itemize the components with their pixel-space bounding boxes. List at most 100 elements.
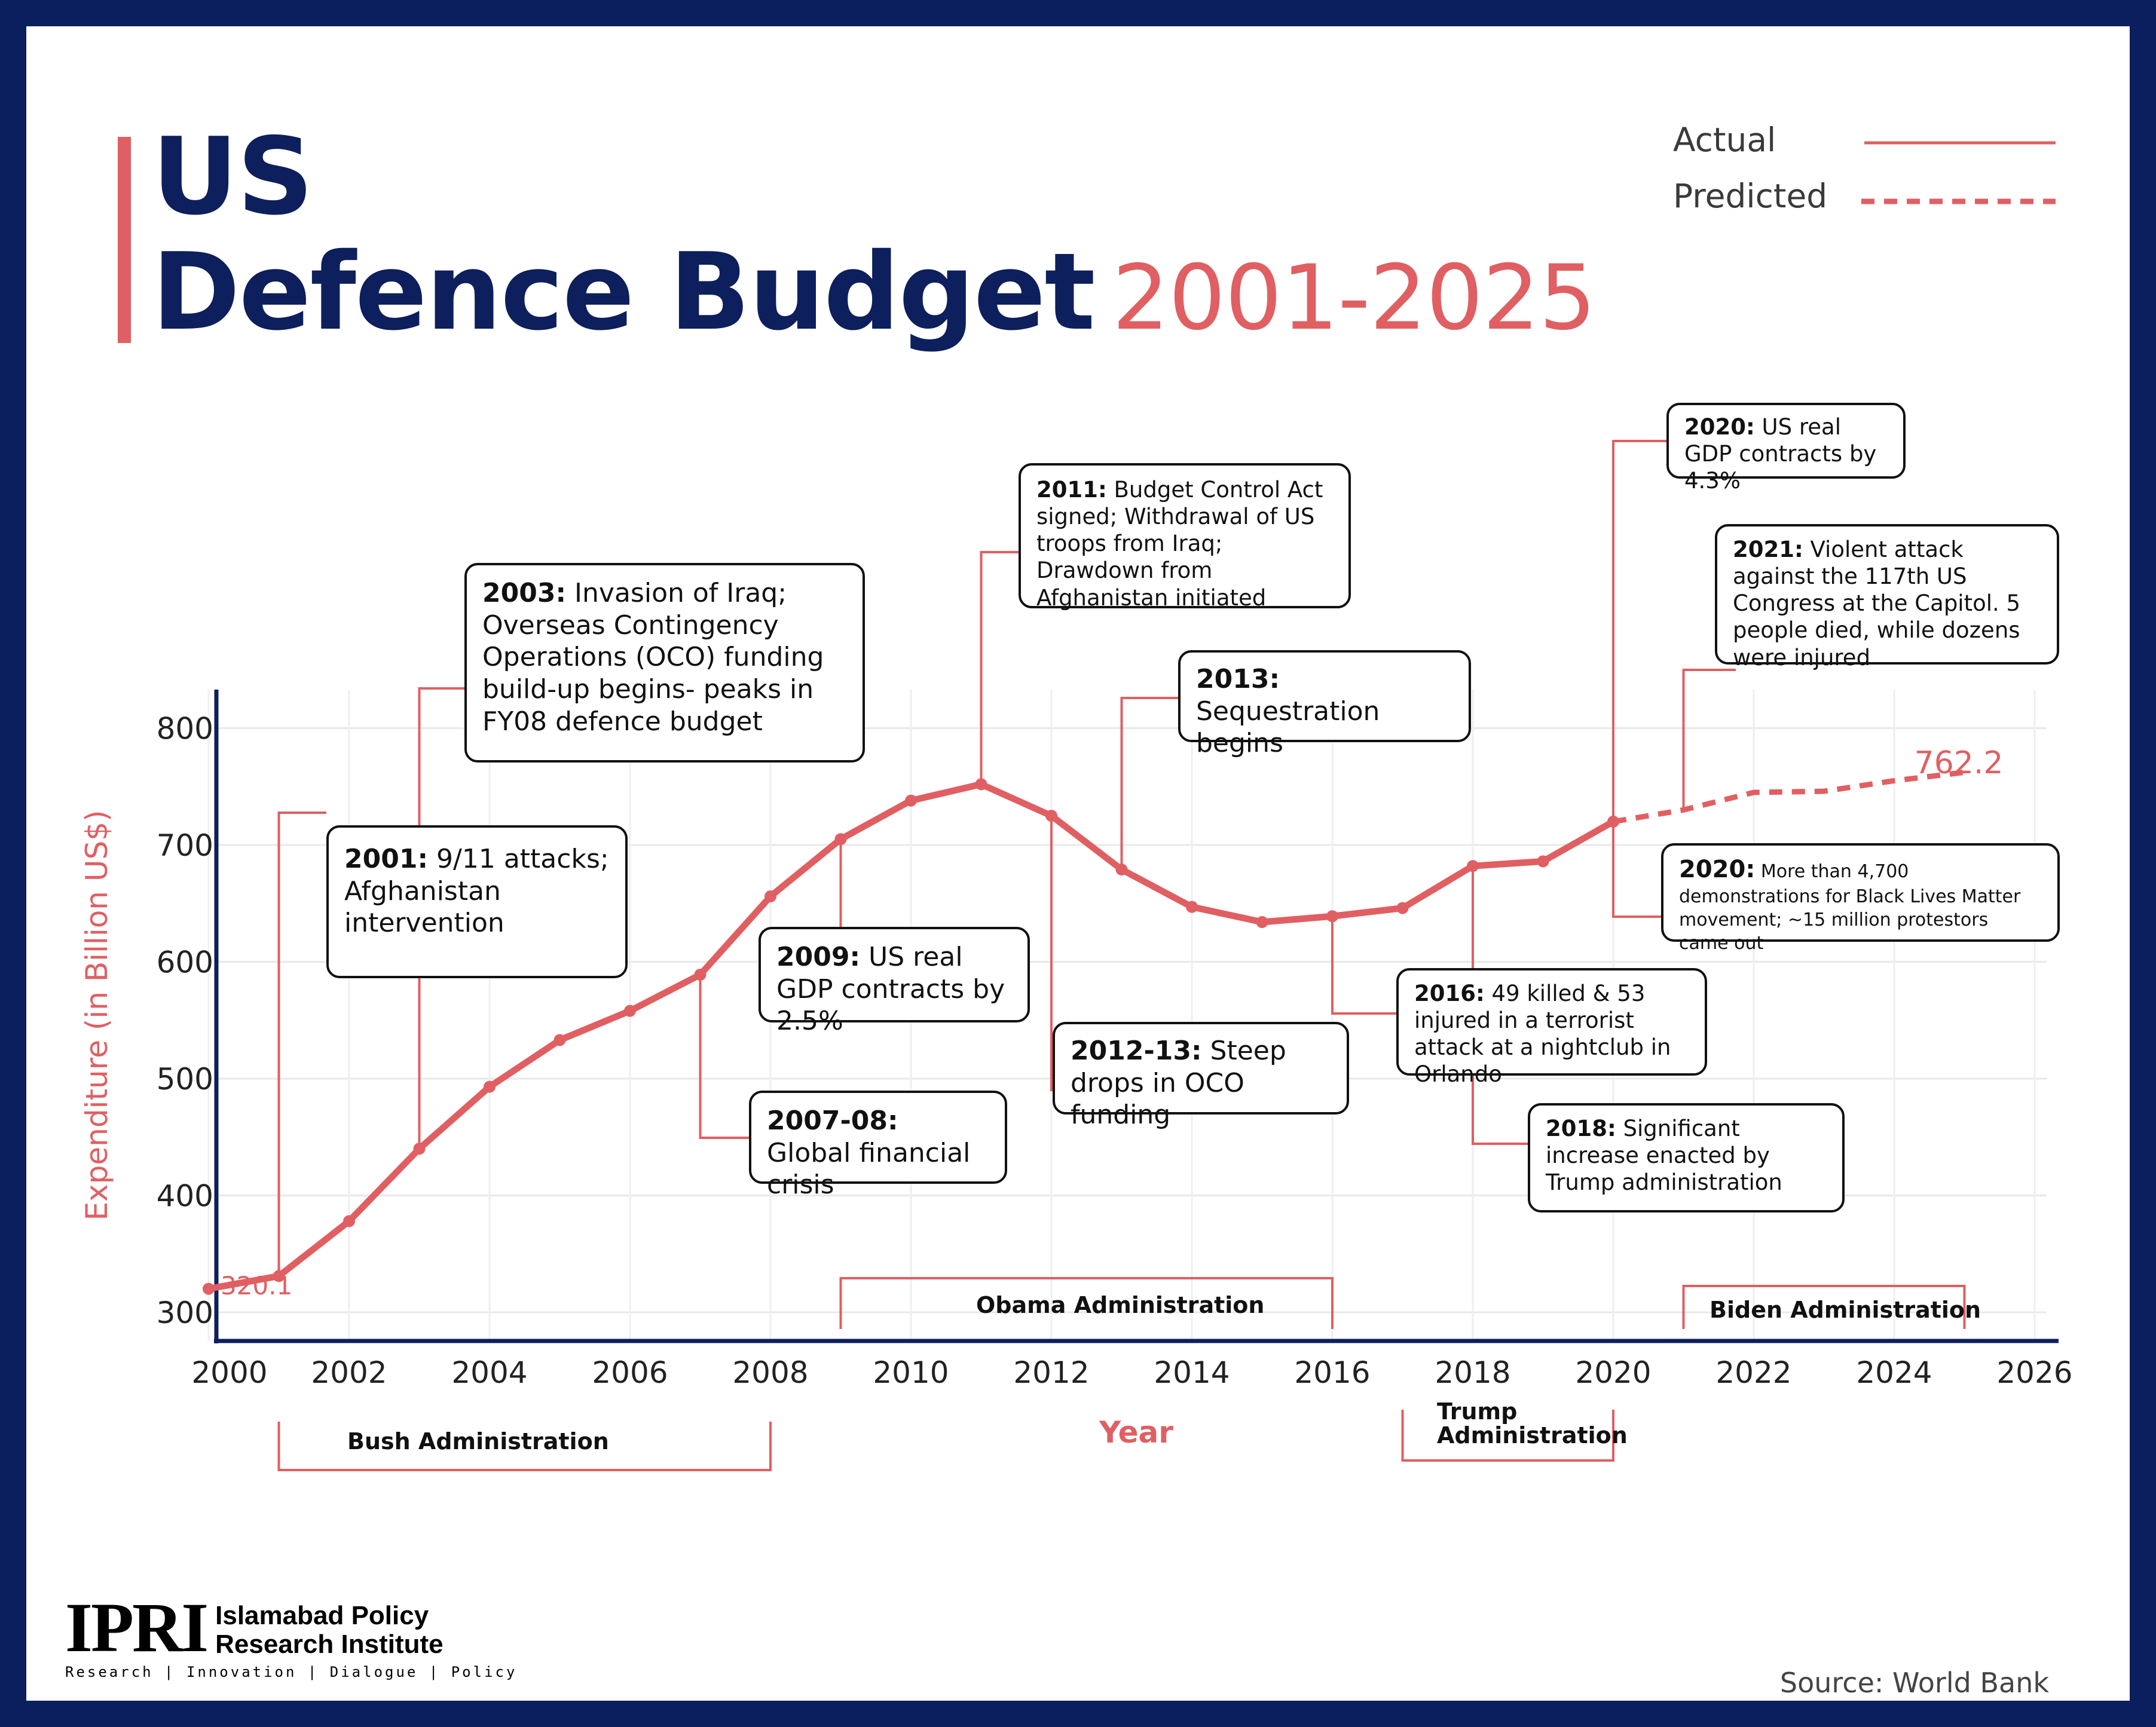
x-tick-label: 2014 bbox=[1154, 1355, 1230, 1390]
annotation-text: 49 killed & 53 injured in a terrorist at… bbox=[1414, 981, 1671, 1088]
y-tick-label: 600 bbox=[157, 945, 213, 980]
data-point bbox=[1537, 855, 1549, 868]
data-label: 320.1 bbox=[221, 1271, 292, 1300]
annotation-leader-line bbox=[277, 812, 326, 1276]
annotation-leader-line bbox=[980, 551, 1019, 785]
x-tick-label: 2002 bbox=[311, 1355, 387, 1390]
ipri-org-name: Islamabad Policy Research Institute bbox=[215, 1602, 443, 1659]
annotation-leader-line bbox=[418, 687, 464, 1149]
annotation-text: Steep drops in OCO funding bbox=[1071, 1036, 1286, 1131]
annotation-text: US real GDP contracts by 4.3% bbox=[1684, 414, 1877, 494]
annotation-year: 2012-13: bbox=[1071, 1036, 1202, 1066]
x-tick-label: 2018 bbox=[1435, 1355, 1510, 1390]
annotation-year: 2018: bbox=[1546, 1116, 1616, 1141]
data-point bbox=[975, 778, 987, 791]
title-accent-bar bbox=[118, 137, 131, 343]
annotation-2020-gdp: 2020: US real GDP contracts by 4.3% bbox=[1666, 403, 1906, 494]
y-tick-label: 500 bbox=[157, 1062, 213, 1097]
data-point bbox=[553, 1034, 566, 1046]
annotation-year: 2020: bbox=[1679, 856, 1756, 883]
x-tick-label: 2026 bbox=[1996, 1355, 2072, 1390]
data-point bbox=[203, 1282, 215, 1295]
administration-bracket bbox=[839, 1277, 1334, 1329]
administration-bracket bbox=[277, 1422, 772, 1471]
annotation-2011: 2011: Budget Control Act signed; Withdra… bbox=[1019, 463, 1351, 611]
y-tick-label: 400 bbox=[157, 1179, 213, 1214]
annotation-leader-line bbox=[1612, 440, 1666, 822]
y-tick-label: 800 bbox=[157, 712, 213, 746]
legend-swatches bbox=[1861, 141, 2056, 204]
annotation-2001: 2001: 9/11 attacks; Afghanistan interven… bbox=[326, 825, 628, 978]
x-tick-label: 2008 bbox=[732, 1355, 808, 1390]
annotation-text: Budget Control Act signed; Withdrawal of… bbox=[1036, 477, 1323, 611]
data-point bbox=[624, 1005, 636, 1017]
data-point bbox=[1326, 910, 1338, 923]
annotation-leader-line bbox=[1612, 821, 1661, 918]
annotation-year: 2003: bbox=[482, 578, 567, 608]
data-point bbox=[1186, 901, 1198, 913]
page-title-line1: US bbox=[152, 115, 314, 238]
predicted-series-line bbox=[1613, 769, 1965, 825]
annotation-year: 2011: bbox=[1036, 477, 1107, 503]
administration-label-biden: Biden Administration bbox=[1709, 1297, 1981, 1323]
ipri-org-name-line2: Research Institute bbox=[215, 1630, 444, 1659]
page-title-main: Defence Budget bbox=[152, 230, 1096, 354]
page-title-years: 2001-2025 bbox=[1112, 246, 1597, 350]
x-tick-label: 2010 bbox=[873, 1355, 949, 1390]
data-point bbox=[1115, 864, 1128, 876]
annotation-2020-blm: 2020: More than 4,700 demonstrations for… bbox=[1661, 843, 2060, 954]
chart-labels: 320.1 762.2 bbox=[221, 745, 2004, 1300]
chart-grid bbox=[207, 690, 2047, 1341]
ipri-tagline: Research | Innovation | Dialogue | Polic… bbox=[65, 1664, 518, 1680]
annotation-leader-line bbox=[699, 975, 749, 1139]
annotation-leader-line bbox=[1331, 916, 1396, 1015]
annotation-leader-line bbox=[1472, 866, 1528, 1145]
x-tick-label: 2022 bbox=[1715, 1355, 1791, 1390]
data-point bbox=[413, 1143, 426, 1155]
x-tick-label: 2004 bbox=[451, 1355, 527, 1390]
administration-bracket bbox=[1682, 1285, 1966, 1329]
ipri-logo: IPRI Islamabad Policy Research Institute R… bbox=[65, 1588, 518, 1681]
annotation-text: Invasion of Iraq; Overseas Contingency O… bbox=[482, 578, 824, 737]
annotation-year: 2013: bbox=[1196, 664, 1280, 694]
annotation-2021: 2021: Violent attack against the 117th U… bbox=[1715, 524, 2059, 670]
x-tick-label: 2000 bbox=[191, 1355, 267, 1390]
x-axis-title: Year bbox=[1099, 1415, 1173, 1450]
data-point bbox=[1256, 916, 1268, 929]
annotation-text: More than 4,700 demonstrations for Black… bbox=[1679, 861, 2021, 954]
ipri-logo-mark: IPRI bbox=[65, 1588, 209, 1667]
x-tick-label: 2024 bbox=[1856, 1355, 1932, 1390]
x-tick-label: 2012 bbox=[1013, 1355, 1089, 1390]
annotation-text: Sequestration begins bbox=[1196, 696, 1380, 759]
annotation-2003: 2003: Invasion of Iraq; Overseas Conting… bbox=[464, 563, 865, 763]
data-point bbox=[273, 1270, 285, 1282]
administration-bracket bbox=[1401, 1410, 1614, 1462]
annotation-2009: 2009: US real GDP contracts by 2.5% bbox=[759, 927, 1030, 1036]
data-point bbox=[1467, 860, 1479, 872]
annotation-text: 9/11 attacks; Afghanistan intervention bbox=[344, 844, 609, 939]
source-note: Source: World Bank bbox=[1779, 1667, 2049, 1699]
annotation-leader-line bbox=[1682, 669, 1736, 810]
data-point bbox=[694, 969, 707, 981]
data-point bbox=[905, 794, 917, 807]
data-point bbox=[764, 890, 776, 903]
annotation-text: Global financial crisis bbox=[767, 1137, 971, 1201]
data-point bbox=[834, 833, 847, 846]
y-axis-title: Expenditure (in Billion US$) bbox=[79, 810, 114, 1220]
x-tick-label: 2006 bbox=[592, 1355, 668, 1390]
chart-axes: 300 400 500 600 700 800 2000 2002 2004 2006 2008 20… bbox=[79, 690, 2073, 1450]
annotation-year: 2009: bbox=[776, 942, 861, 972]
x-tick-label: 2016 bbox=[1294, 1355, 1370, 1390]
y-tick-label: 300 bbox=[157, 1296, 213, 1330]
annotation-year: 2021: bbox=[1733, 537, 1803, 562]
annotation-leaders bbox=[277, 440, 1736, 1276]
annotation-2018: 2018: Significant increase enacted by Tr… bbox=[1528, 1103, 1845, 1212]
data-label: 762.2 bbox=[1915, 745, 2004, 781]
data-point bbox=[343, 1215, 355, 1227]
annotation-leader-line bbox=[1120, 697, 1178, 870]
administration-label-trump: Trump Administration bbox=[1437, 1398, 1628, 1449]
annotation-year: 2020: bbox=[1684, 414, 1755, 440]
administration-brackets bbox=[277, 1277, 1966, 1471]
annotation-year: 2001: bbox=[344, 844, 429, 874]
annotation-text: Violent attack against the 117th US Cong… bbox=[1733, 537, 2021, 670]
